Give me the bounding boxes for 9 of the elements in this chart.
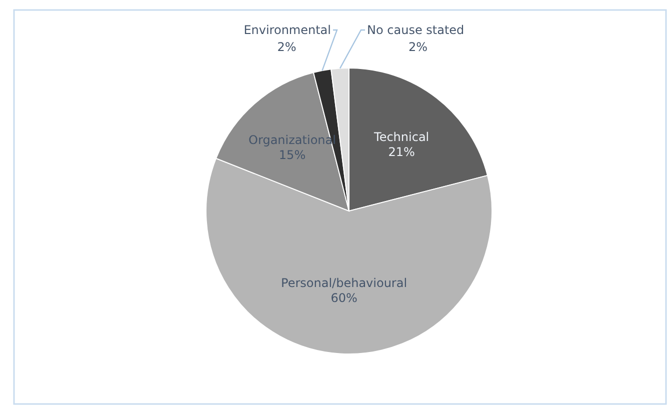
slice-label: Personal/behavioural [281, 276, 408, 290]
slice-label: No cause stated [367, 23, 464, 38]
data-label: 2% [277, 40, 296, 54]
data-label: 2% [408, 40, 428, 54]
data-label: 21% [388, 144, 415, 159]
slice-label: Environmental [244, 23, 331, 38]
slice-label: Technical [373, 130, 430, 144]
data-label: 60% [330, 291, 358, 306]
data-label: 15% [278, 148, 306, 162]
